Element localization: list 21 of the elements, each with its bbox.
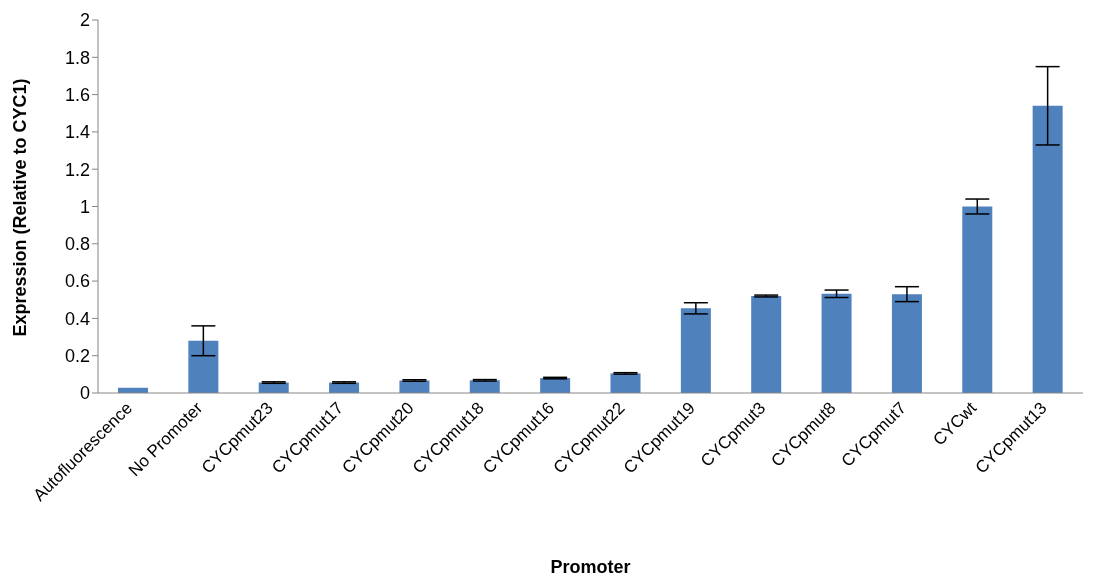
y-tick-label: 2 — [79, 10, 90, 31]
y-axis-title: Expression (Relative to CYC1) — [10, 78, 31, 337]
y-tick-label: 1 — [79, 196, 90, 217]
bar — [962, 206, 993, 393]
y-tick-label: 0.4 — [64, 308, 90, 329]
y-tick-label: 0.2 — [64, 346, 90, 367]
y-tick-label: 1.6 — [64, 84, 90, 105]
y-tick-label: 0 — [79, 383, 90, 404]
y-tick-label: 0.6 — [64, 271, 90, 292]
y-tick-label: 1.4 — [64, 122, 90, 143]
x-axis-title: Promoter — [550, 557, 631, 577]
y-tick-label: 1.8 — [64, 47, 90, 68]
bar — [610, 373, 641, 393]
bar — [680, 308, 711, 393]
bar — [821, 293, 852, 393]
bar — [188, 340, 219, 393]
y-tick-label: 0.8 — [64, 234, 90, 255]
bar — [891, 294, 922, 393]
bar — [1032, 105, 1063, 393]
bar — [751, 296, 782, 393]
y-tick-label: 1.2 — [64, 159, 90, 180]
